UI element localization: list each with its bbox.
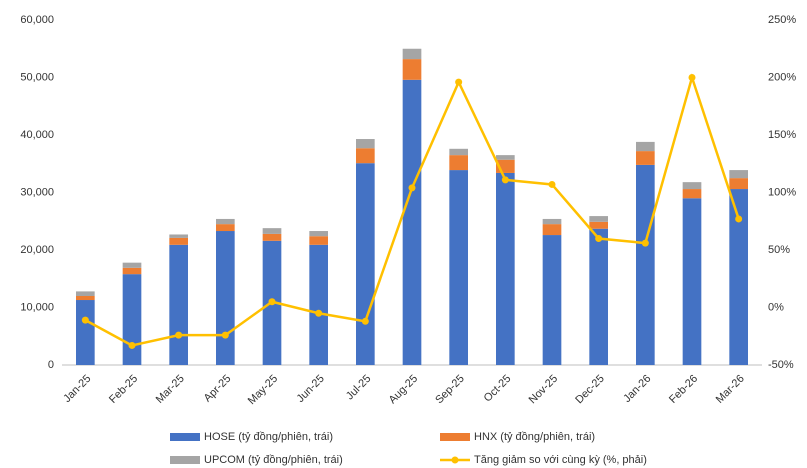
bar-segment [682, 189, 702, 199]
y-tick-label: 60,000 [20, 14, 54, 26]
y2-tick-label: 150% [768, 129, 796, 141]
bar-segment [216, 218, 235, 225]
y2-tick-label: 200% [768, 71, 796, 83]
line-point [501, 176, 509, 184]
bar-segment [542, 235, 562, 365]
bar-segment [449, 148, 468, 156]
bar-segment [262, 228, 282, 234]
y2-tick-label: 250% [768, 14, 796, 26]
bar-segment [636, 151, 655, 165]
x-tick-label: May-25 [246, 373, 280, 407]
bar-segment [356, 139, 375, 149]
bar-segment [542, 218, 562, 225]
y2-tick-label: 50% [768, 244, 790, 256]
legend-swatch [170, 456, 200, 464]
bar-segment [402, 59, 422, 80]
line-point [595, 235, 603, 242]
bar-segment [589, 216, 608, 222]
bar-segment [636, 141, 655, 152]
bar-segment [76, 300, 95, 365]
bar-segment [169, 234, 188, 238]
bar-segment [542, 224, 562, 236]
bar-segment [449, 155, 468, 171]
y-tick-label: 10,000 [20, 301, 54, 313]
bar-segment [682, 182, 702, 190]
x-tick-label: Sep-25 [433, 373, 467, 407]
bar-segment [356, 163, 375, 365]
line-point [221, 331, 229, 339]
bar-segment [122, 262, 142, 268]
bar-segment [496, 155, 515, 160]
legend-swatch [451, 456, 459, 464]
y2-tick-label: -50% [768, 359, 794, 371]
bar-segment [309, 231, 328, 237]
line-point [641, 239, 649, 247]
line-point [548, 180, 556, 188]
bar-segment [169, 237, 188, 245]
bar-segment [729, 178, 748, 190]
legend-swatch [170, 433, 200, 441]
x-tick-label: Jan-26 [621, 373, 653, 405]
bar-segment [216, 224, 235, 232]
x-tick-label: Jun-25 [295, 373, 327, 405]
x-tick-label: Apr-25 [202, 373, 234, 405]
x-tick-label: Mar-25 [154, 373, 187, 406]
x-tick-label: Feb-25 [107, 373, 140, 406]
y-tick-label: 50,000 [20, 71, 54, 83]
bar-segment [309, 236, 328, 245]
legend-label: HOSE (tỷ đồng/phiên, trái) [204, 431, 333, 443]
y-tick-label: 20,000 [20, 244, 54, 256]
bar-segment [169, 244, 188, 365]
y-tick-label: 0 [48, 359, 54, 371]
bar-segment [402, 48, 422, 60]
x-tick-label: Nov-25 [527, 373, 561, 407]
bar-segment [682, 198, 702, 365]
bar-segment [262, 233, 282, 241]
line-point [128, 341, 136, 349]
line-point [735, 215, 743, 223]
bar-segment [76, 291, 95, 296]
y2-tick-label: 100% [768, 186, 796, 198]
legend-label: UPCOM (tỷ đồng/phiên, trái) [204, 454, 343, 466]
x-tick-label: Jul-25 [344, 373, 374, 403]
line-point [455, 78, 463, 86]
x-tick-label: Jan-25 [61, 373, 93, 405]
bar-segment [76, 296, 95, 301]
x-tick-label: Mar-26 [714, 373, 747, 406]
y-tick-label: 40,000 [20, 129, 54, 141]
x-tick-label: Aug-25 [387, 373, 421, 407]
bar-segment [356, 148, 375, 164]
bar-segment [589, 221, 608, 229]
line-point [361, 317, 369, 325]
bar-segment [729, 170, 748, 179]
line-point [268, 298, 276, 306]
line-point [408, 184, 416, 192]
y2-tick-label: 0% [768, 301, 784, 313]
x-tick-label: Dec-25 [573, 373, 607, 407]
y-tick-label: 30,000 [20, 186, 54, 198]
bar-segment [122, 274, 142, 365]
bar-segment [216, 231, 235, 365]
bar-segment [402, 79, 422, 366]
bar-segment [122, 267, 142, 275]
legend-label: Tăng giảm so với cùng kỳ (%, phải) [474, 454, 647, 466]
legend-label: HNX (tỷ đồng/phiên, trái) [474, 431, 595, 443]
line-point [81, 316, 89, 324]
bar-segment [496, 172, 515, 365]
x-tick-label: Oct-25 [482, 373, 514, 405]
legend-swatch [440, 433, 470, 441]
bar-segment [589, 228, 608, 365]
bar-segment [636, 164, 655, 365]
line-point [175, 331, 183, 339]
line-point [688, 74, 696, 81]
line-point [315, 309, 323, 317]
bar-segment [309, 244, 328, 365]
bar-segment [449, 170, 468, 365]
x-tick-label: Feb-26 [667, 373, 700, 406]
bar-segment [729, 189, 748, 365]
